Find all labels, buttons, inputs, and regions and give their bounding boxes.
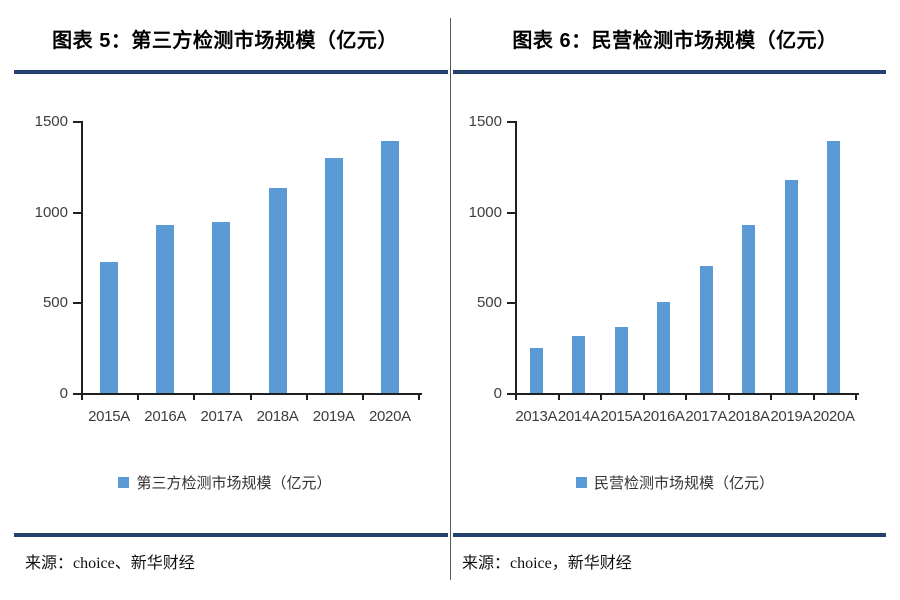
- x-tick: [305, 395, 308, 400]
- y-tick-label: 1000: [468, 203, 502, 221]
- bar-chart-private: 0 500 1000 1500 2013A 2014A 2015A 2016A 2017A 201…: [450, 90, 900, 460]
- chart-legend: 民营检测市场规模（亿元）: [450, 472, 900, 493]
- x-tick: [81, 395, 83, 400]
- y-tick-label: 0: [493, 385, 502, 402]
- legend-label: 第三方检测市场规模（亿元）: [136, 475, 332, 492]
- bar: [614, 326, 628, 393]
- x-tick: [855, 395, 857, 400]
- panel-divider: [450, 18, 451, 580]
- y-tick-label: 1500: [468, 113, 502, 130]
- title-rule: [453, 70, 886, 74]
- bar: [212, 221, 231, 393]
- x-tick: [515, 395, 517, 400]
- y-tick-label: 500: [42, 294, 68, 312]
- y-tick: [507, 121, 515, 123]
- y-tick: [507, 393, 515, 395]
- x-axis-label: 2016A: [642, 408, 685, 425]
- bar: [268, 188, 287, 393]
- bar: [324, 158, 343, 393]
- x-axis-label: 2017A: [200, 408, 243, 425]
- x-axis-label: 2015A: [600, 408, 643, 425]
- x-tick: [193, 395, 196, 400]
- source-rule: [14, 533, 448, 537]
- bar: [572, 336, 586, 393]
- y-tick-label: 0: [59, 385, 68, 402]
- x-tick: [600, 395, 602, 400]
- y-tick: [73, 121, 81, 123]
- bar-chart-third-party: 0 500 1000 1500 2015A 2016A 2017A 2018A 2019A 202…: [0, 90, 450, 460]
- bar: [100, 262, 119, 393]
- bar: [156, 225, 175, 393]
- x-tick: [137, 395, 140, 400]
- x-tick: [770, 395, 772, 400]
- y-tick: [73, 393, 81, 395]
- y-tick-label: 1000: [34, 203, 68, 221]
- legend-swatch-icon: [575, 477, 587, 488]
- x-tick: [642, 395, 645, 400]
- x-axis-label: 2017A: [685, 408, 728, 425]
- x-axis-label: 2015A: [88, 408, 131, 425]
- legend-label: 民营检测市场规模（亿元）: [593, 475, 774, 492]
- y-axis-line: [81, 121, 83, 395]
- x-axis-label: 2018A: [256, 408, 299, 425]
- y-tick: [507, 211, 515, 214]
- x-tick: [557, 395, 560, 400]
- bar: [529, 347, 543, 393]
- x-axis-label: 2020A: [368, 408, 411, 425]
- legend-swatch-icon: [118, 477, 130, 488]
- x-axis-label: 2013A: [515, 408, 558, 425]
- x-axis-label: 2014A: [557, 408, 600, 425]
- y-tick: [73, 211, 81, 214]
- x-axis-label: 2018A: [727, 408, 770, 425]
- chart-title: 图表 6：民营检测市场规模（亿元）: [512, 30, 838, 52]
- chart-panel-left: 图表 5：第三方检测市场规模（亿元） 0 500 1000 1500 2015A 2016…: [0, 30, 450, 572]
- x-axis-line: [515, 393, 859, 395]
- x-axis-label: 2020A: [812, 408, 855, 425]
- title-rule: [14, 70, 448, 74]
- bar: [699, 266, 713, 393]
- y-axis-line: [515, 121, 517, 395]
- y-tick-label: 1500: [34, 113, 68, 130]
- source-rule: [453, 533, 886, 537]
- bar: [657, 302, 671, 393]
- y-tick: [507, 302, 515, 305]
- bar: [380, 140, 399, 393]
- y-tick-label: 500: [476, 294, 502, 312]
- x-tick: [361, 395, 364, 400]
- x-axis-label: 2016A: [144, 408, 187, 425]
- chart-panel-right: 图表 6：民营检测市场规模（亿元） 0 500 1000 1500 2013A 2014A…: [450, 0, 900, 600]
- bar: [784, 179, 798, 393]
- source-note: 来源：choice、新华财经: [25, 555, 195, 572]
- x-axis-line: [81, 393, 422, 395]
- x-tick: [249, 395, 252, 400]
- chart-legend: 第三方检测市场规模（亿元）: [0, 472, 450, 493]
- x-tick: [727, 395, 730, 400]
- bar: [742, 225, 756, 393]
- x-axis-label: 2019A: [770, 408, 813, 425]
- x-tick: [418, 395, 420, 400]
- chart-title: 图表 5：第三方检测市场规模（亿元）: [52, 30, 398, 52]
- x-tick: [812, 395, 815, 400]
- x-axis-label: 2019A: [312, 408, 355, 425]
- source-note: 来源：choice，新华财经: [462, 555, 632, 572]
- x-tick: [685, 395, 687, 400]
- y-tick: [73, 302, 81, 305]
- bar: [827, 140, 841, 393]
